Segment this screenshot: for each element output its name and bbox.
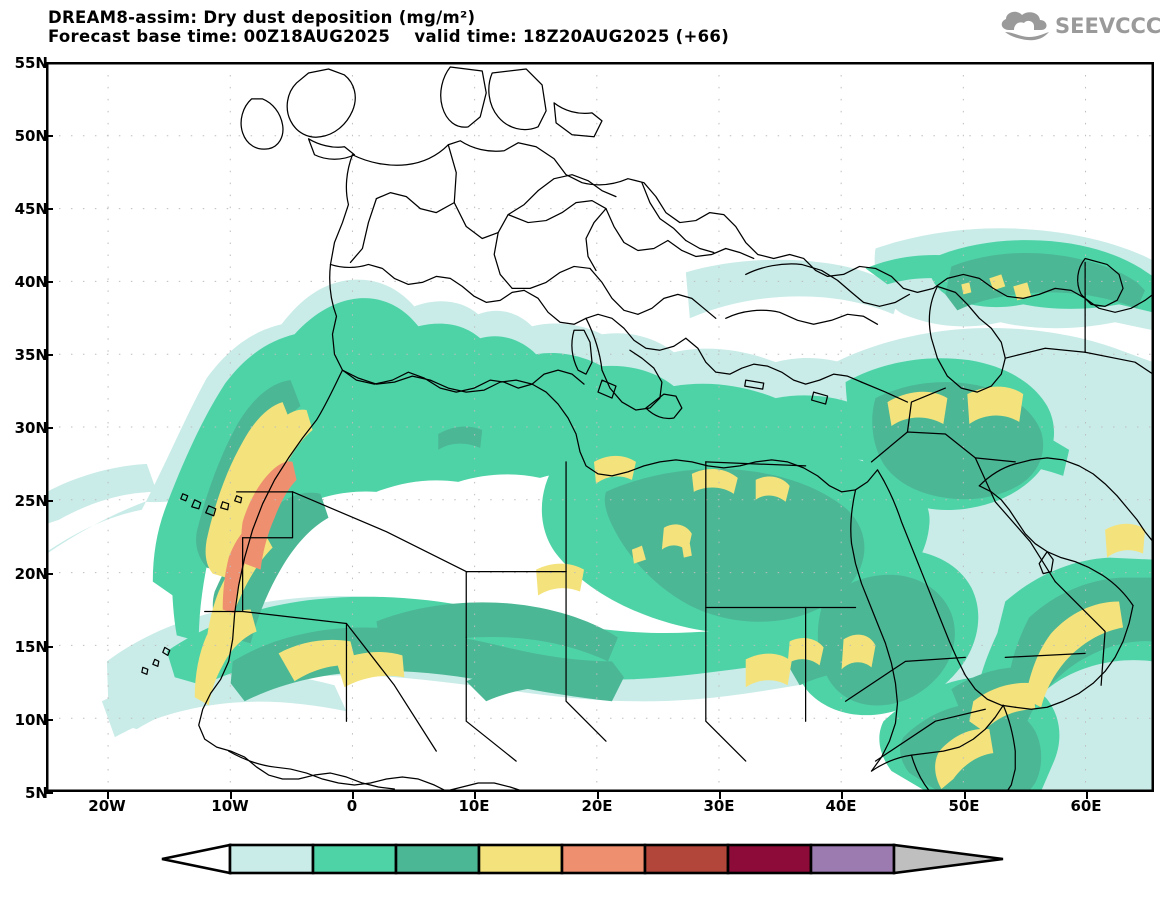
dust-band-50-100 — [222, 461, 297, 614]
chart-title: DREAM8-assim: Dry dust deposition (mg/m²… — [48, 8, 476, 27]
colorbar-band-4 — [560, 843, 647, 875]
y-tick-label-55N: 55N — [14, 54, 48, 72]
x-tick-label-10W: 10W — [211, 797, 249, 815]
x-tick-label-60E: 60E — [1070, 797, 1102, 815]
y-tick-label-15N: 15N — [14, 638, 48, 656]
colorbar-band-3 — [477, 843, 564, 875]
map-canvas — [47, 63, 1153, 791]
chart-subtitle: Forecast base time: 00Z18AUG2025 valid t… — [48, 27, 730, 46]
dust-contour-layer — [47, 228, 1153, 791]
colorbar-swatches — [161, 843, 1004, 875]
x-tick-label-20W: 20W — [88, 797, 126, 815]
y-tick-label-20N: 20N — [14, 565, 48, 583]
y-tick-label-25N: 25N — [14, 492, 48, 510]
chart-header: DREAM8-assim: Dry dust deposition (mg/m²… — [48, 8, 948, 46]
x-tick-label-50E: 50E — [948, 797, 980, 815]
y-tick-label-45N: 45N — [14, 200, 48, 218]
seevccc-logo: SEEVCCC — [997, 8, 1161, 44]
colorbar-band-2 — [394, 843, 481, 875]
colorbar-over-arrow — [892, 843, 1004, 875]
seevccc-logo-text: SEEVCCC — [1055, 14, 1162, 38]
colorbar-under-arrow — [161, 843, 232, 875]
colorbar-band-5 — [643, 843, 730, 875]
colorbar-band-0 — [228, 843, 315, 875]
colorbar-band-1 — [311, 843, 398, 875]
dust-deposition-map[interactable] — [46, 62, 1154, 792]
y-tick-label-35N: 35N — [14, 346, 48, 364]
y-tick-label-40N: 40N — [14, 273, 48, 291]
x-tick-label-20E: 20E — [581, 797, 613, 815]
x-tick-label-0: 0 — [346, 797, 358, 815]
x-tick-label-40E: 40E — [825, 797, 857, 815]
y-tick-label-30N: 30N — [14, 419, 48, 437]
coastlines-and-borders — [141, 66, 1153, 791]
y-tick-label-50N: 50N — [14, 127, 48, 145]
colorbar-band-6 — [726, 843, 813, 875]
colorbar-band-7 — [809, 843, 896, 875]
x-tick-label-10E: 10E — [458, 797, 490, 815]
y-tick-label-10N: 10N — [14, 711, 48, 729]
x-tick-label-30E: 30E — [703, 797, 735, 815]
colorbar[interactable]: 0.5 2 5 10 50 100 500 1000 1500 — [160, 843, 1005, 875]
y-tick-label-5N: 5N — [25, 784, 48, 802]
cloud-icon — [1001, 11, 1049, 41]
